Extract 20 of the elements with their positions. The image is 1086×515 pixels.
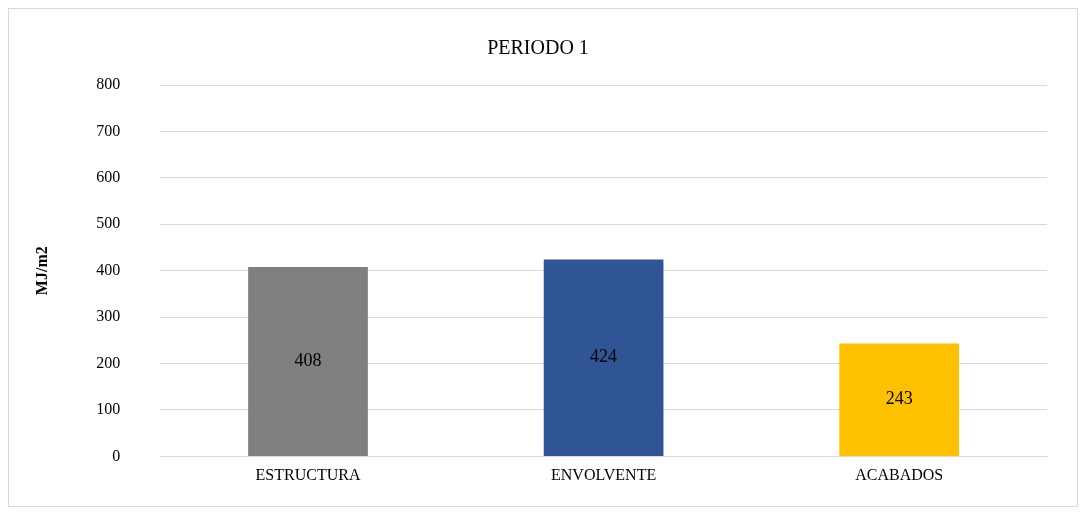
- y-tick-label: 800: [96, 75, 121, 93]
- y-axis-title: MJ/m2: [32, 246, 50, 296]
- x-tick-label: ACABADOS: [855, 466, 944, 484]
- y-tick-label: 700: [96, 121, 121, 139]
- y-tick-label: 600: [96, 168, 121, 186]
- data-label: 243: [885, 388, 913, 409]
- bar: [839, 343, 960, 456]
- y-tick-label: 400: [96, 260, 121, 278]
- chart-title: PERIODO 1: [487, 36, 589, 59]
- y-tick-label: 200: [96, 353, 121, 371]
- y-tick-label: 100: [96, 400, 121, 418]
- x-tick-label: ENVOLVENTE: [551, 466, 657, 484]
- y-tick-label: 300: [96, 307, 121, 325]
- x-tick-label: ESTRUCTURA: [255, 466, 361, 484]
- y-tick-label: 500: [96, 214, 121, 232]
- data-label: 408: [294, 350, 322, 371]
- y-tick-label: 0: [112, 446, 121, 464]
- bar: [248, 266, 368, 456]
- data-label: 424: [590, 346, 618, 367]
- bar: [543, 259, 664, 456]
